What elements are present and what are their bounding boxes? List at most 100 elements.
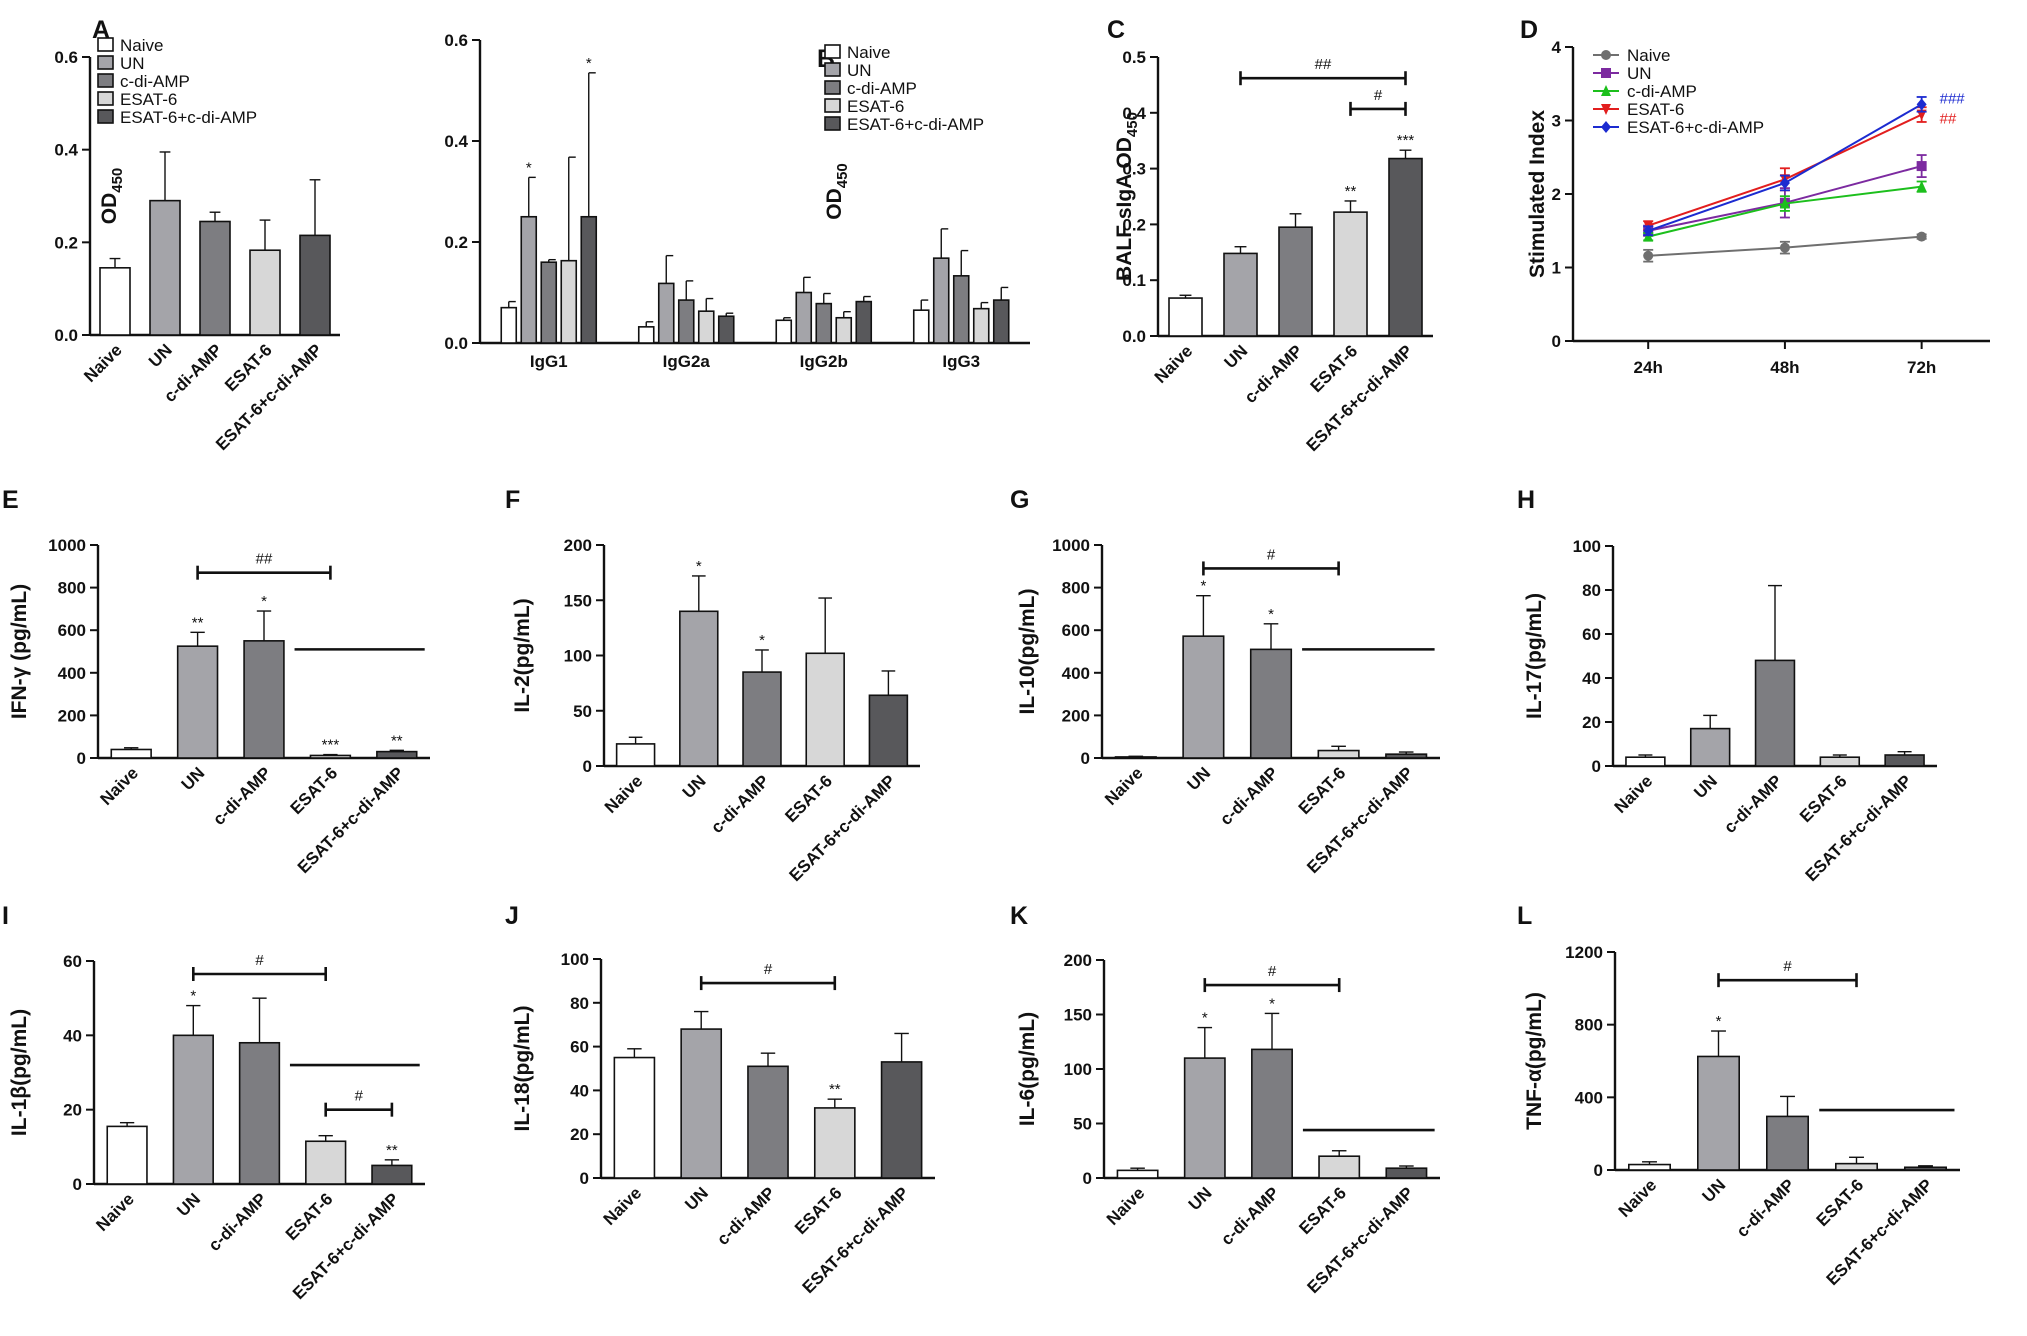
bar	[580, 215, 598, 344]
y-tick-label: 600	[58, 621, 86, 640]
y-tick-label: 400	[1575, 1088, 1603, 1107]
bar-naive	[99, 267, 131, 336]
y-axis-label-main: IL-18(pg/mL)	[511, 1006, 534, 1132]
bar-naive	[615, 743, 656, 767]
panel-letter: E	[2, 486, 19, 514]
y-axis-label: IL-10(pg/mL)	[1016, 589, 1039, 715]
legend-swatch	[824, 116, 841, 131]
bar	[795, 291, 813, 344]
y-tick-label: 1000	[1052, 536, 1090, 555]
legend-label: ESAT-6	[1627, 100, 1684, 119]
legend-label: c-di-AMP	[1627, 82, 1697, 101]
bar-naive	[1114, 756, 1157, 759]
y-tick-label: 20	[1582, 713, 1601, 732]
y-tick-label: 0	[1083, 1169, 1092, 1188]
y-tick-label: 0.4	[1122, 104, 1146, 123]
x-tick-label: 48h	[1770, 358, 1799, 377]
bar	[972, 307, 990, 344]
bar-esat-6	[1318, 1155, 1361, 1179]
y-tick-label: 0.4	[444, 132, 468, 151]
bar	[540, 261, 558, 344]
bar-un	[1697, 1055, 1741, 1171]
category-label: ESAT-6	[287, 763, 342, 818]
legend-swatch	[97, 73, 114, 88]
significance-star: **	[391, 732, 403, 749]
legend-swatch	[97, 91, 114, 106]
bracket-label: #	[764, 961, 773, 978]
significance-star: *	[1269, 995, 1275, 1012]
y-axis-label-main: IL-2(pg/mL)	[511, 598, 534, 712]
y-axis-label: BALF sIgA OD450	[1113, 112, 1141, 281]
x-tick-label: 72h	[1907, 358, 1936, 377]
y-axis-label: IL-6(pg/mL)	[1016, 1012, 1039, 1126]
bar	[560, 259, 578, 344]
y-tick-label: 60	[1582, 625, 1601, 644]
bar	[697, 310, 715, 344]
category-label: ESAT-6	[781, 771, 836, 826]
marker-triangle-down	[1601, 104, 1611, 115]
y-tick-label: 100	[561, 950, 589, 969]
y-tick-label: 0.6	[444, 31, 468, 50]
bar-esat-6-c-di-amp	[1904, 1166, 1948, 1171]
legend-swatch	[824, 62, 841, 77]
y-axis-label-main: TNF-α(pg/mL)	[1523, 992, 1546, 1130]
bar	[835, 316, 853, 344]
bar-esat-6-c-di-amp	[868, 694, 909, 767]
y-tick-label: 600	[1062, 621, 1090, 640]
y-tick-label: 100	[1064, 1060, 1092, 1079]
y-tick-label: 40	[63, 1026, 82, 1045]
category-label: ESAT-6	[1295, 763, 1350, 818]
y-tick-label: 1200	[1565, 943, 1603, 962]
panel-i: 0 20 40 60 IL-1β(pg/mL) I Naive * UN c-di-AMP ESAT…	[2, 902, 425, 1303]
bar-esat-6-c-di-amp	[1388, 157, 1423, 337]
y-axis-label-sub: 450	[834, 163, 851, 188]
category-label: UN	[1699, 1175, 1730, 1206]
category-label: UN	[681, 1183, 712, 1214]
bar-esat-6-c-di-amp	[376, 750, 418, 759]
bar-esat-6-c-di-amp	[299, 234, 331, 336]
category-label: ESAT-6+c-di-AMP	[1303, 341, 1417, 455]
y-axis-label-main: IL-6(pg/mL)	[1016, 1012, 1039, 1126]
bracket-label: #	[255, 952, 264, 969]
bar-c-di-amp	[747, 1065, 789, 1179]
bar-naive	[1168, 297, 1203, 337]
category-label: UN	[178, 763, 209, 794]
bar-c-di-amp	[243, 640, 285, 759]
bar-esat-6	[249, 249, 281, 336]
y-tick-label: 200	[564, 536, 592, 555]
category-label: c-di-AMP	[1720, 771, 1786, 837]
y-tick-label: 2	[1552, 185, 1561, 204]
bar-esat-6	[1835, 1162, 1879, 1171]
category-label: UN	[679, 771, 710, 802]
category-label: Naive	[1151, 341, 1197, 387]
y-axis-label: IL-18(pg/mL)	[511, 1006, 534, 1132]
marker-circle	[1779, 242, 1790, 253]
bar-esat-6-c-di-amp	[371, 1164, 413, 1185]
significance-star: *	[1200, 578, 1206, 595]
y-tick-label: 40	[1582, 669, 1601, 688]
x-tick-label: 24h	[1634, 358, 1663, 377]
y-tick-label: 60	[570, 1038, 589, 1057]
panel-letter: L	[1517, 902, 1532, 930]
bar-naive	[110, 748, 152, 759]
category-label: c-di-AMP	[1217, 1183, 1283, 1249]
y-axis-label: IL-1β(pg/mL)	[8, 1009, 31, 1136]
significance-star: *	[1716, 1013, 1722, 1030]
y-tick-label: 80	[570, 994, 589, 1013]
marker-circle	[1643, 250, 1654, 261]
bar	[500, 306, 518, 344]
bar-c-di-amp	[1754, 659, 1796, 767]
y-tick-label: 150	[564, 591, 592, 610]
y-tick-label: 200	[1062, 706, 1090, 725]
y-axis-label-main: OD	[823, 188, 846, 220]
significance-star: **	[386, 1142, 398, 1159]
y-axis-label: OD450	[823, 163, 851, 220]
category-label: Naive	[601, 771, 647, 817]
y-tick-label: 0	[580, 1169, 589, 1188]
panel-letter: I	[2, 902, 9, 930]
category-label: IgG3	[942, 352, 980, 371]
y-axis-label: OD450	[98, 168, 126, 225]
y-axis-label-main: BALF sIgA OD	[1113, 137, 1136, 281]
